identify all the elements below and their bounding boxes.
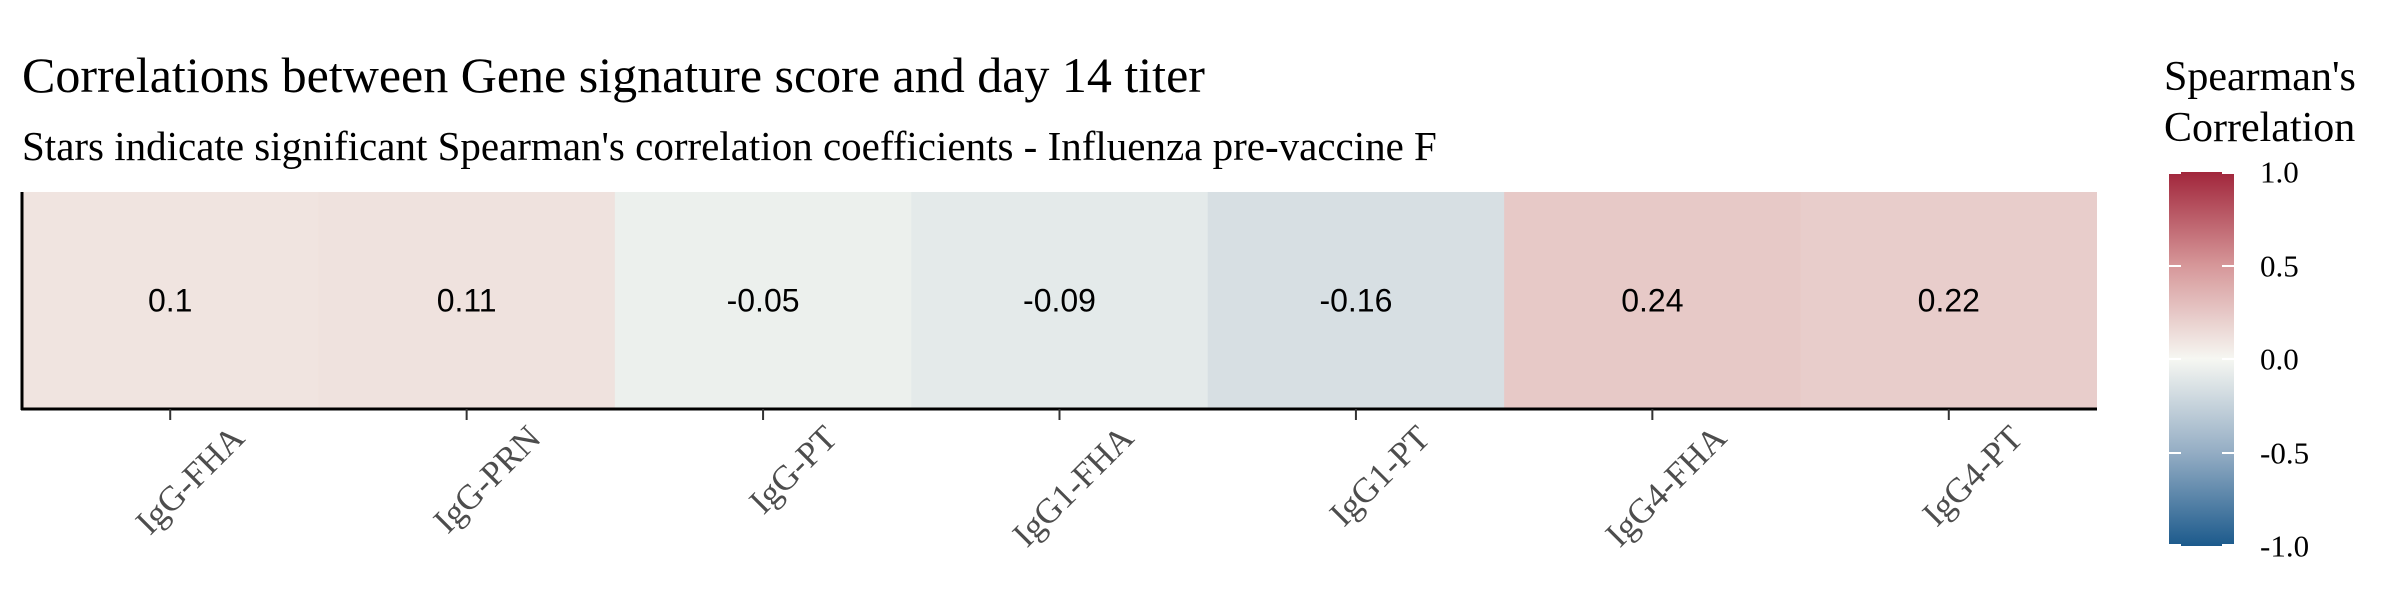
x-tick-label: IgG4-PT xyxy=(1915,418,2031,534)
tile-value-label: 0.22 xyxy=(1918,283,1980,319)
legend-title-line-2: Correlation xyxy=(2164,105,2356,151)
tile-value-label: -0.09 xyxy=(1023,283,1096,319)
colorbar-tick-right xyxy=(2222,544,2234,546)
heatmap-tile xyxy=(1800,192,2097,409)
x-tick-label: IgG1-FHA xyxy=(1005,418,1142,555)
heatmap-tile xyxy=(1504,192,1802,409)
tile-value-label: -0.16 xyxy=(1319,283,1392,319)
colorbar-tick-left xyxy=(2169,544,2181,546)
colorbar-tick-right xyxy=(2222,172,2234,174)
colorbar-tick-left xyxy=(2169,451,2181,454)
tile-value-label: 0.1 xyxy=(148,283,192,319)
colorbar-tick-right xyxy=(2222,264,2234,267)
legend-tick-label: 1.0 xyxy=(2260,154,2299,190)
x-tick-label: IgG4-FHA xyxy=(1598,418,1735,555)
x-tick-label: IgG-PT xyxy=(742,418,845,521)
tile-value-label: -0.05 xyxy=(727,283,800,319)
heatmap-tile xyxy=(318,192,616,409)
x-tick-label: IgG-PRN xyxy=(426,418,548,540)
chart-title: Correlations between Gene signature scor… xyxy=(22,47,1205,103)
heatmap-tile xyxy=(614,192,913,409)
heatmap-tile xyxy=(911,192,1209,409)
chart-subtitle: Stars indicate significant Spearman's co… xyxy=(22,123,1437,169)
colorbar-tick-left xyxy=(2169,358,2181,360)
legend-title: Spearman's Correlation xyxy=(2164,52,2356,154)
heatmap-tile xyxy=(22,192,320,409)
colorbar-tick-right xyxy=(2222,451,2234,454)
colorbar-tick-left xyxy=(2169,264,2181,267)
legend-title-line-1: Spearman's xyxy=(2164,54,2356,100)
tile-value-label: 0.11 xyxy=(437,283,497,319)
legend-tick-label: 0.5 xyxy=(2260,248,2299,283)
colorbar-tick-left xyxy=(2169,172,2181,174)
heatmap-tiles xyxy=(22,192,2097,409)
legend-tick-label: -1.0 xyxy=(2260,528,2310,564)
legend-tick-label: -0.5 xyxy=(2260,435,2310,470)
x-axis-ticks: IgG-FHA IgG-PRN IgG-PT IgG1-FHA IgG1-PT IgG4-… xyxy=(128,409,2030,554)
colorbar-tick-right xyxy=(2222,358,2234,360)
x-tick-label: IgG1-PT xyxy=(1322,418,1438,534)
tile-value-label: 0.24 xyxy=(1621,283,1683,319)
legend-tick-label: 0.0 xyxy=(2260,341,2299,377)
heatmap-tile xyxy=(1207,192,1506,409)
tile-value-labels: 0.1 0.11 -0.05 -0.09 -0.16 0.24 0.22 xyxy=(148,283,1980,319)
x-tick-label: IgG-FHA xyxy=(128,418,252,542)
